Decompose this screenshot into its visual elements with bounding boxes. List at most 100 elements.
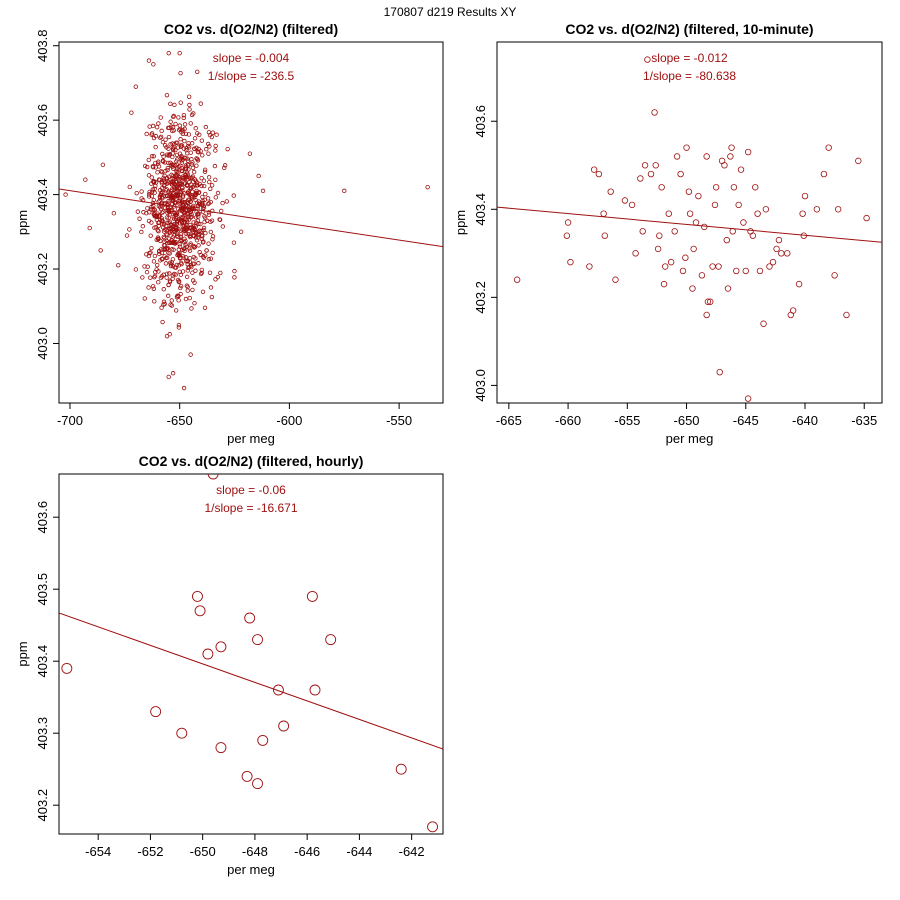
data-point [167,271,172,276]
data-point [183,165,188,170]
data-point [215,641,227,653]
data-point [210,250,215,256]
data-point [181,255,186,261]
data-point [178,285,183,291]
data-point [208,186,213,191]
y-tick-label: 403.0 [35,327,50,360]
data-point [139,189,144,194]
data-point [87,225,92,231]
chart-title: CO2 vs. d(O2/N2) (filtered, hourly) [139,453,364,469]
data-point [150,706,162,718]
data-point [186,214,191,219]
data-point [252,634,263,646]
data-point [191,206,197,211]
y-tick-label: 403.4 [35,178,50,211]
data-point [171,113,176,119]
slope-annotation: slope = -0.06 [216,483,286,497]
data-point [190,261,196,266]
data-point [723,236,731,244]
data-point [831,272,838,279]
data-point [778,250,785,257]
y-tick-label: 403.2 [35,253,50,286]
data-point [667,258,675,266]
data-point [200,194,205,200]
data-point [190,227,195,233]
data-point [164,92,170,98]
data-point [218,270,223,276]
data-point [685,188,693,195]
data-point [202,167,208,173]
data-point [183,203,189,208]
data-point [155,170,160,175]
data-point [168,163,174,168]
data-point [272,684,284,696]
data-point [150,123,156,129]
data-point [179,261,184,267]
data-point [190,278,196,283]
data-point [586,263,593,270]
data-point [203,124,209,130]
data-point [709,263,716,270]
data-point [157,177,162,183]
data-point [260,188,266,194]
data-point [137,216,142,221]
data-point [139,229,144,235]
data-point [820,170,828,178]
data-point [160,189,165,195]
panel-10-minute: CO2 vs. d(O2/N2) (filtered, 10-minute) -6… [453,21,883,446]
data-point [153,160,158,166]
data-point [749,232,757,239]
data-point [185,156,190,161]
data-point [193,268,198,273]
data-point [177,175,182,180]
data-point [157,214,162,220]
data-point [100,162,106,168]
data-point [167,240,172,245]
data-point [173,224,179,230]
data-point [744,395,752,402]
data-point [712,184,720,191]
data-point [200,289,206,294]
data-point [252,778,263,790]
data-point [166,50,171,56]
data-point [146,157,151,163]
data-point [178,272,184,278]
data-point [190,174,195,179]
data-point [190,184,195,190]
data-point [191,220,196,225]
data-point [164,275,169,280]
data-point [185,212,191,217]
data-point [180,269,186,274]
data-point [176,325,182,330]
data-point [164,215,170,220]
data-point [647,170,655,178]
x-tick-label: -650 [674,413,700,428]
data-point [199,267,205,273]
data-point [169,240,175,245]
data-point [427,821,439,833]
data-point [176,115,181,120]
data-point [715,263,722,270]
data-point [637,175,644,182]
data-point [166,220,171,226]
data-point [168,263,174,269]
data-point [144,131,149,137]
data-point [156,121,161,126]
data-point [567,258,574,266]
data-point [133,267,139,272]
data-point [564,219,572,226]
data-point [231,240,237,245]
data-point [140,224,146,229]
data-point [189,141,195,146]
data-point [144,269,150,275]
x-tick-label: -654 [85,844,111,859]
data-point [63,192,68,197]
data-point [187,102,192,108]
data-point [692,219,700,226]
data-point [157,198,162,204]
data-point [199,202,204,208]
data-point [198,221,203,227]
data-point [170,154,175,160]
y-tick-label: 403.2 [473,281,488,314]
data-point [159,128,164,134]
